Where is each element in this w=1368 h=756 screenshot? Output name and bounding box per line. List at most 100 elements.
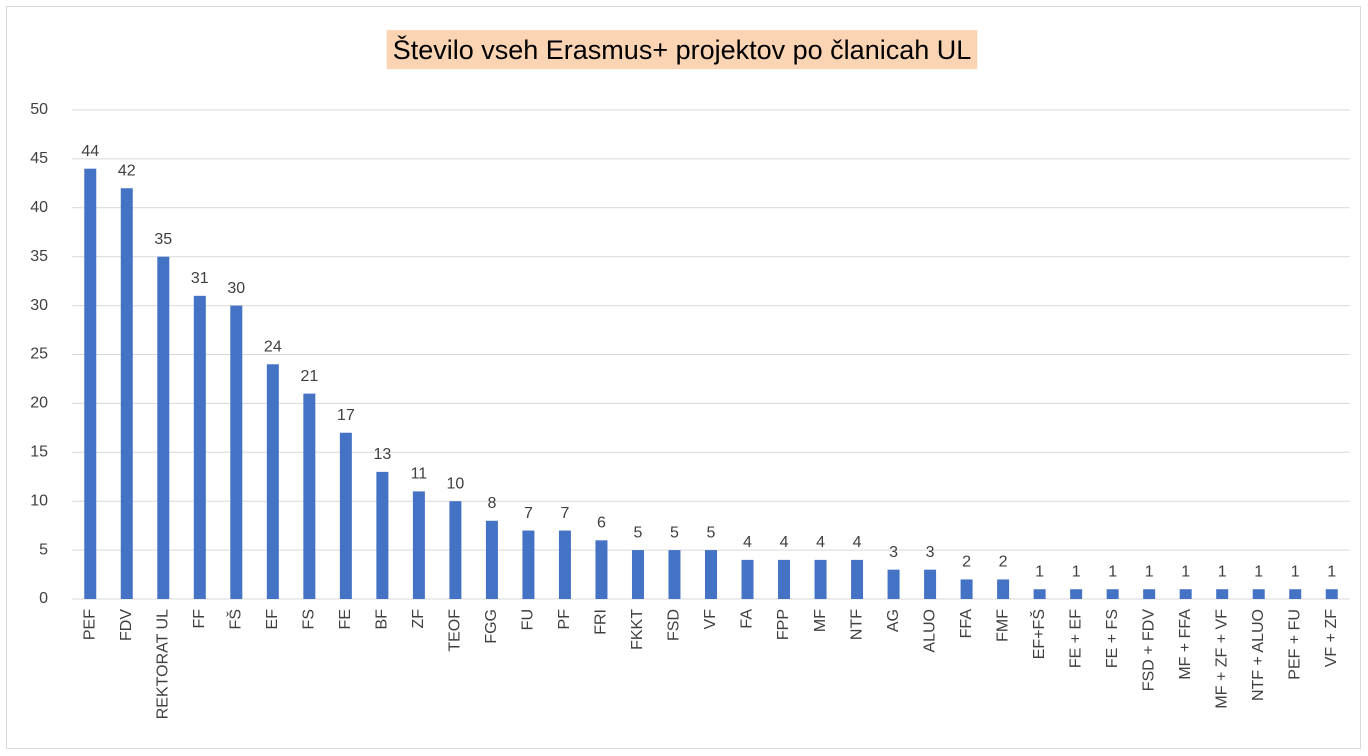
data-label: 35 (154, 231, 172, 248)
data-label: 7 (524, 505, 533, 522)
data-label: 2 (962, 554, 971, 571)
data-label: 5 (670, 524, 679, 541)
data-label: 4 (743, 534, 752, 551)
bar (84, 168, 97, 599)
data-label: 8 (487, 495, 496, 512)
x-tick-label: ZF (410, 609, 427, 629)
bar (960, 579, 973, 599)
data-label: 5 (634, 524, 643, 541)
y-tick-label: 0 (39, 590, 48, 607)
y-tick-label: 20 (30, 395, 48, 412)
title-background (386, 30, 978, 70)
bar (1179, 589, 1192, 599)
data-label: 1 (1254, 563, 1263, 580)
data-label: 31 (191, 270, 209, 287)
bar (266, 364, 279, 599)
x-tick-label: MF + ZF + VF (1213, 609, 1230, 709)
data-label: 24 (264, 338, 282, 355)
data-label: 21 (300, 368, 318, 385)
x-tick-label: FS (301, 609, 318, 629)
bar (412, 491, 425, 599)
data-label: 1 (1327, 563, 1336, 580)
bar (1289, 589, 1302, 599)
x-tick-label: FRI (593, 609, 610, 635)
data-label: 4 (780, 534, 789, 551)
x-tick-label: EF (264, 609, 281, 630)
y-tick-label: 25 (30, 346, 48, 363)
x-tick-label: ALUO (921, 609, 938, 653)
y-tick-label: 40 (30, 199, 48, 216)
bar (230, 305, 243, 599)
data-label: 1 (1291, 563, 1300, 580)
x-tick-label: EF+FŠ (1029, 609, 1048, 659)
data-label: 4 (853, 534, 862, 551)
x-tick-label: MF + FFA (1177, 609, 1194, 680)
x-tick-label: FŠ (226, 609, 245, 629)
bar (887, 569, 900, 599)
data-label: 42 (118, 162, 136, 179)
bar (595, 540, 608, 599)
data-label: 3 (889, 544, 898, 561)
data-label: 7 (560, 505, 569, 522)
x-tick-label: FF (191, 609, 208, 629)
x-tick-label: TEOF (447, 609, 464, 652)
x-tick-label: AG (885, 609, 902, 632)
bar (631, 550, 644, 599)
bar (193, 295, 206, 599)
x-tick-label: PF (556, 609, 573, 630)
bar (778, 559, 791, 599)
bar (1143, 589, 1156, 599)
bar (1070, 589, 1083, 599)
data-label: 1 (1035, 563, 1044, 580)
bar (1106, 589, 1119, 599)
bar (339, 432, 352, 599)
x-tick-label: FU (520, 609, 537, 630)
data-label: 1 (1108, 563, 1117, 580)
data-label: 1 (1145, 563, 1154, 580)
bar (705, 550, 717, 599)
bar (1252, 589, 1265, 599)
bar (376, 471, 389, 599)
x-tick-label: FKKT (629, 609, 646, 650)
data-label: 17 (337, 407, 355, 424)
bar (1325, 589, 1338, 599)
y-tick-label: 10 (30, 492, 48, 509)
x-tick-label: VF + ZF (1323, 609, 1340, 667)
data-label: 30 (227, 280, 245, 297)
x-tick-label: FE + FS (1104, 609, 1121, 668)
y-tick-label: 45 (30, 150, 48, 167)
x-tick-label: FFA (958, 609, 975, 639)
x-tick-label: FGG (483, 609, 500, 644)
bar (814, 559, 827, 599)
y-tick-label: 5 (39, 541, 48, 558)
bar (997, 579, 1010, 599)
x-tick-label: FMF (994, 609, 1011, 642)
bar (157, 256, 170, 599)
data-label: 11 (411, 466, 428, 483)
data-label: 4 (816, 534, 825, 551)
data-label: 3 (926, 544, 935, 561)
x-tick-label: MF (812, 609, 829, 632)
chart-title: Število vseh Erasmus+ projektov po člani… (393, 34, 972, 65)
x-tick-label: REKTORAT UL (155, 609, 172, 719)
data-label: 5 (707, 524, 716, 541)
x-tick-label: FA (739, 609, 756, 629)
data-label: 1 (1072, 563, 1081, 580)
x-tick-label: NTF (848, 609, 865, 640)
bar (668, 550, 681, 599)
x-tick-label: FSD (666, 609, 683, 641)
y-tick-label: 30 (30, 297, 48, 314)
bar (449, 501, 462, 599)
bar (485, 520, 498, 599)
x-tick-label: FPP (775, 609, 792, 640)
y-tick-label: 35 (30, 248, 48, 265)
data-label: 1 (1218, 563, 1227, 580)
data-label: 1 (1181, 563, 1190, 580)
y-tick-label: 50 (30, 101, 48, 118)
x-tick-label: FE (337, 609, 354, 629)
bar (522, 530, 535, 599)
bar (1216, 589, 1229, 599)
data-label: 13 (373, 446, 391, 463)
bar (303, 393, 316, 599)
